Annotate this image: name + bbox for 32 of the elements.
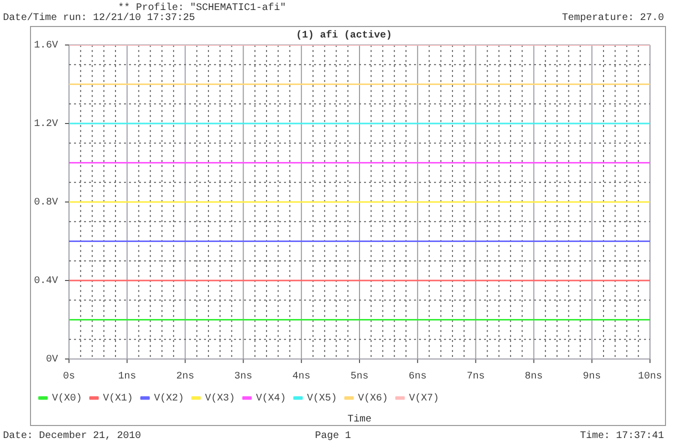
x-tick-label: 9ns [582, 372, 601, 383]
x-tick-label: 0s [62, 372, 76, 383]
legend-label: V(X6) [358, 392, 388, 405]
x-tick-label: 7ns [466, 372, 485, 383]
chart-title: (1) afi (active) [296, 30, 392, 42]
text: ** Profile: "SCHEMATIC1-afi" [118, 3, 286, 14]
x-axis-title: Time [347, 414, 372, 426]
legend-label: V(X4) [256, 392, 286, 405]
legend-label: V(X2) [154, 392, 184, 405]
text: Date: December 21, 2010 [3, 431, 142, 442]
x-tick-label: 3ns [234, 372, 252, 383]
legend-label: V(X7) [409, 392, 440, 405]
y-tick-label: 0V [46, 354, 58, 366]
x-tick-label: 10ns [638, 372, 662, 383]
x-tick-label: 6ns [408, 372, 427, 383]
legend-label: V(X1) [103, 392, 134, 405]
x-tick-label: 2ns [176, 372, 194, 383]
y-tick-label: 1.6V [34, 40, 58, 52]
legend-label: V(X5) [307, 392, 338, 405]
text: Time: 17:37:41 [580, 431, 664, 442]
y-tick-label: 0.4V [34, 276, 58, 288]
y-tick-label: 0.8V [34, 198, 58, 209]
x-tick-label: 8ns [524, 372, 543, 383]
x-tick-label: 1ns [118, 372, 136, 383]
x-tick-label: 4ns [292, 372, 310, 383]
text: Page 1 [315, 431, 352, 442]
legend-label: V(X3) [205, 392, 236, 405]
legend-label: V(X0) [52, 392, 82, 405]
text: Temperature: 27.0 [562, 13, 664, 24]
x-tick-label: 5ns [350, 372, 369, 383]
text: Date/Time run: 12/21/10 17:37:25 [3, 13, 196, 24]
y-tick-label: 1.2V [34, 119, 58, 130]
